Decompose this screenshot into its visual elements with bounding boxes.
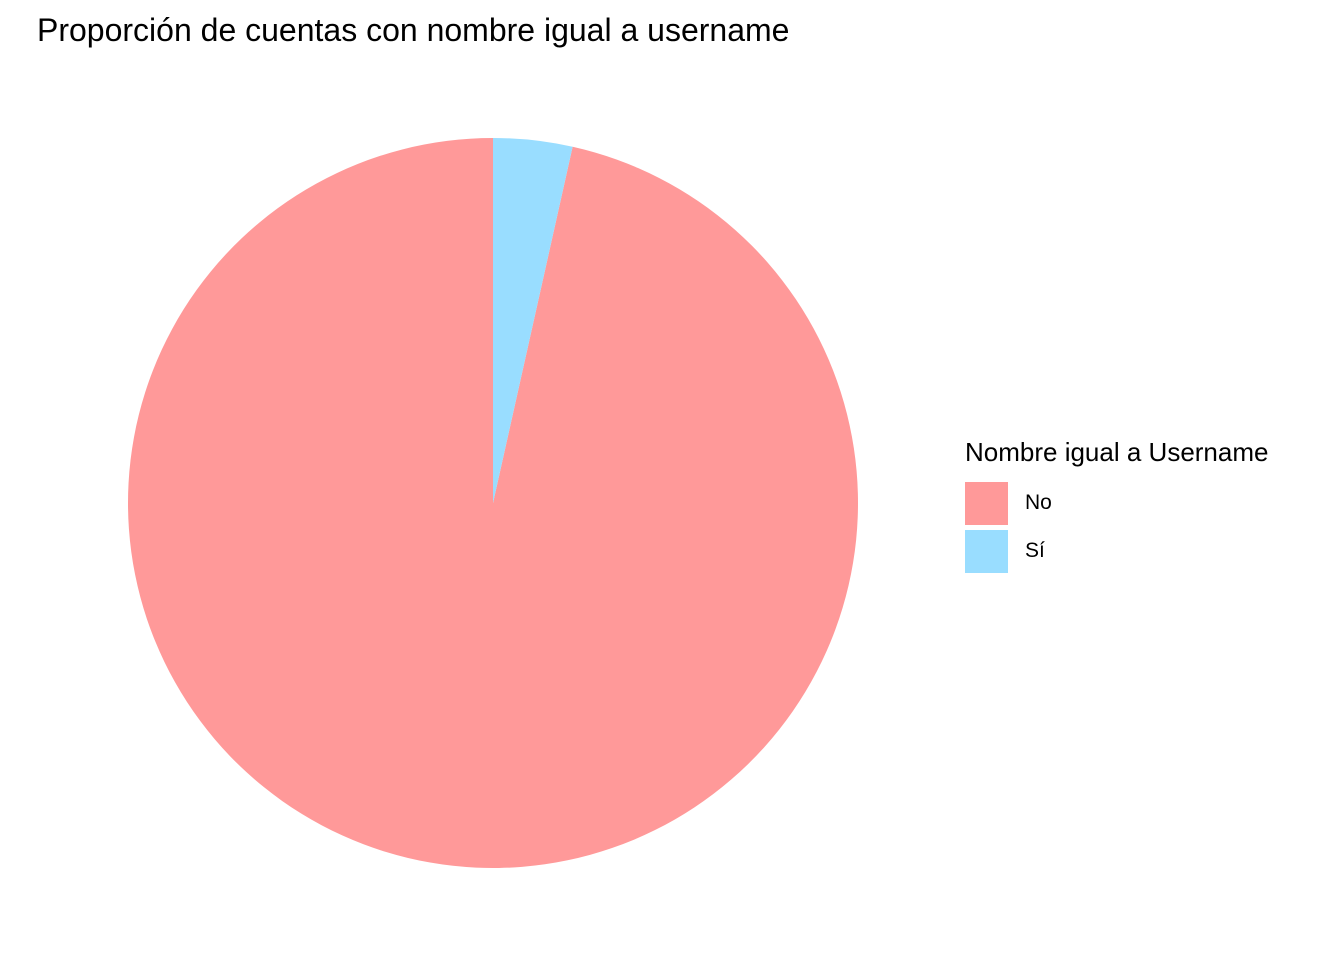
chart-title: Proporción de cuentas con nombre igual a…	[37, 12, 790, 48]
legend-item-no: No	[965, 480, 1268, 526]
pie-slice-no	[127, 138, 858, 869]
legend-item-si: Sí	[965, 528, 1268, 574]
legend-title: Nombre igual a Username	[965, 437, 1269, 467]
legend: Nombre igual a Username No Sí	[965, 436, 1268, 576]
legend-swatch-no	[965, 481, 1008, 525]
legend-label-si: Sí	[1025, 539, 1045, 562]
legend-swatch-si	[965, 529, 1008, 573]
legend-label-no: No	[1025, 491, 1052, 514]
pie-slice-si	[493, 138, 573, 503]
legend-items: No Sí	[965, 480, 1268, 574]
